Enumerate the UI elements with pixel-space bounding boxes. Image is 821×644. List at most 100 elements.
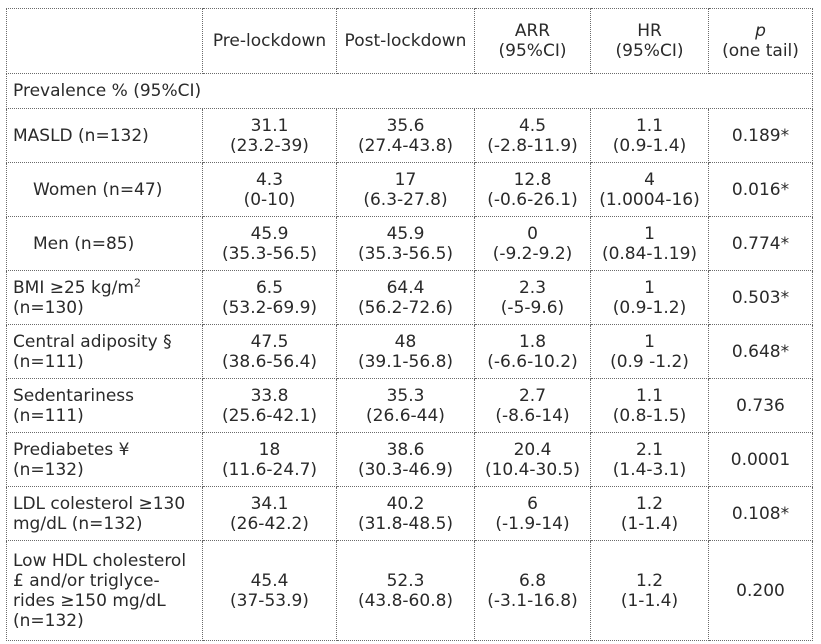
pre-ci: (37-53.9) (230, 590, 309, 611)
row-label: BMI ≥25 kg/m2 (n=130) (6, 270, 203, 325)
pre-value: 47.5 (250, 331, 289, 352)
hr-value: 1 (644, 223, 655, 244)
hr-value: 1.1 (635, 385, 664, 406)
header-empty-cell (6, 8, 203, 74)
arr-value: 4.5 (518, 115, 547, 136)
row-label-line2: (n=111) (13, 405, 84, 426)
hr-ci: (0.9 -1.2) (610, 351, 689, 372)
row-label: Low HDL cholesterol £ and/or triglyce-rid… (6, 540, 203, 641)
pre-ci: (0-10) (243, 189, 296, 210)
post-value: 38.6 (386, 439, 425, 460)
hr-value: 4 (644, 169, 655, 190)
pre-ci: (23.2-39) (230, 135, 309, 156)
p-cell: 0.774* (708, 216, 813, 271)
arr-value: 6 (527, 493, 538, 514)
post-value: 35.3 (386, 385, 425, 406)
post-value: 17 (394, 169, 417, 190)
row-label: MASLD (n=132) (6, 108, 203, 163)
pre-cell: 18 (11.6-24.7) (202, 432, 337, 487)
arr-value: 20.4 (513, 439, 552, 460)
hr-cell: 1.1 (0.9-1.4) (590, 108, 709, 163)
pre-value: 33.8 (250, 385, 289, 406)
row-label: LDL colesterol ≥130 mg/dL (n=132) (6, 486, 203, 541)
pre-value: 45.9 (250, 223, 289, 244)
pre-value: 45.4 (250, 570, 289, 591)
row-label-line2: mg/dL (n=132) (13, 513, 143, 534)
row-label: Sedentariness (n=111) (6, 378, 203, 433)
pre-value: 18 (258, 439, 281, 460)
p-cell: 0.016* (708, 162, 813, 217)
hr-value: 1.1 (635, 115, 664, 136)
arr-cell: 6.8 (-3.1-16.8) (474, 540, 591, 641)
p-cell: 0.200 (708, 540, 813, 641)
pre-value: 31.1 (250, 115, 289, 136)
arr-value: 0 (527, 223, 538, 244)
post-value: 52.3 (386, 570, 425, 591)
row-label-line1: Prediabetes ¥ (13, 439, 130, 460)
row-label-line3: rides ≥150 mg/dL (13, 590, 166, 611)
arr-ci: (-0.6-26.1) (487, 189, 578, 210)
row-label-line1: Sedentariness (13, 385, 135, 406)
table-row: LDL colesterol ≥130 mg/dL (n=132) 34.1 (26… (6, 486, 813, 541)
pre-cell: 31.1 (23.2-39) (202, 108, 337, 163)
post-cell: 35.3 (26.6-44) (336, 378, 475, 433)
p-cell: 0.0001 (708, 432, 813, 487)
hr-cell: 1.2 (1-1.4) (590, 486, 709, 541)
hr-cell: 2.1 (1.4-3.1) (590, 432, 709, 487)
header-p-line1: p (755, 21, 766, 41)
pre-ci: (53.2-69.9) (221, 297, 318, 318)
hr-ci: (1-1.4) (620, 590, 679, 611)
p-cell: 0.736 (708, 378, 813, 433)
row-label-line2: (n=111) (13, 351, 84, 372)
hr-value: 1.2 (635, 493, 664, 514)
post-value: 35.6 (386, 115, 425, 136)
hr-cell: 4 (1.0004-16) (590, 162, 709, 217)
hr-ci: (1.0004-16) (599, 189, 700, 210)
arr-cell: 20.4 (10.4-30.5) (474, 432, 591, 487)
table-row: BMI ≥25 kg/m2 (n=130) 6.5 (53.2-69.9) 64.4… (6, 270, 813, 325)
arr-cell: 12.8 (-0.6-26.1) (474, 162, 591, 217)
table-row: Women (n=47) 4.3 (0-10) 17 (6.3-27.8) 12.8… (6, 162, 813, 217)
header-arr-line1: ARR (514, 21, 551, 41)
post-ci: (43.8-60.8) (357, 590, 454, 611)
header-row: Pre-lockdown Post-lockdown ARR (95%CI) H… (6, 8, 813, 74)
arr-cell: 2.7 (-8.6-14) (474, 378, 591, 433)
arr-ci: (-3.1-16.8) (487, 590, 578, 611)
p-cell: 0.189* (708, 108, 813, 163)
arr-cell: 1.8 (-6.6-10.2) (474, 324, 591, 379)
row-label: Men (n=85) (6, 216, 203, 271)
arr-ci: (-6.6-10.2) (487, 351, 578, 372)
post-ci: (30.3-46.9) (357, 459, 454, 480)
pre-cell: 34.1 (26-42.2) (202, 486, 337, 541)
pre-value: 34.1 (250, 493, 289, 514)
header-hr: HR (95%CI) (590, 8, 709, 74)
pre-value: 4.3 (255, 169, 284, 190)
arr-cell: 6 (-1.9-14) (474, 486, 591, 541)
post-cell: 52.3 (43.8-60.8) (336, 540, 475, 641)
post-cell: 48 (39.1-56.8) (336, 324, 475, 379)
post-cell: 45.9 (35.3-56.5) (336, 216, 475, 271)
post-value: 64.4 (386, 277, 425, 298)
post-ci: (35.3-56.5) (357, 243, 454, 264)
row-label-line1: Low HDL cholesterol (13, 550, 187, 571)
pre-cell: 4.3 (0-10) (202, 162, 337, 217)
row-label-superscript: 2 (133, 275, 141, 289)
p-cell: 0.108* (708, 486, 813, 541)
post-cell: 35.6 (27.4-43.8) (336, 108, 475, 163)
table-row: Sedentariness (n=111) 33.8 (25.6-42.1) 35.… (6, 378, 813, 433)
row-label-line1: MASLD (n=132) (13, 125, 149, 146)
table-row: Men (n=85) 45.9 (35.3-56.5) 45.9 (35.3-56.… (6, 216, 813, 271)
hr-ci: (0.9-1.4) (612, 135, 687, 156)
header-p: p (one tail) (708, 8, 813, 74)
post-cell: 17 (6.3-27.8) (336, 162, 475, 217)
row-label-line1: BMI ≥25 kg/m (13, 277, 134, 298)
p-cell: 0.648* (708, 324, 813, 379)
hr-value: 2.1 (635, 439, 664, 460)
header-p-line2: (one tail) (722, 41, 799, 61)
post-ci: (6.3-27.8) (363, 189, 448, 210)
hr-cell: 1 (0.9 -1.2) (590, 324, 709, 379)
pre-value: 6.5 (255, 277, 284, 298)
arr-value: 12.8 (513, 169, 552, 190)
header-hr-line1: HR (637, 21, 662, 41)
pre-cell: 45.4 (37-53.9) (202, 540, 337, 641)
